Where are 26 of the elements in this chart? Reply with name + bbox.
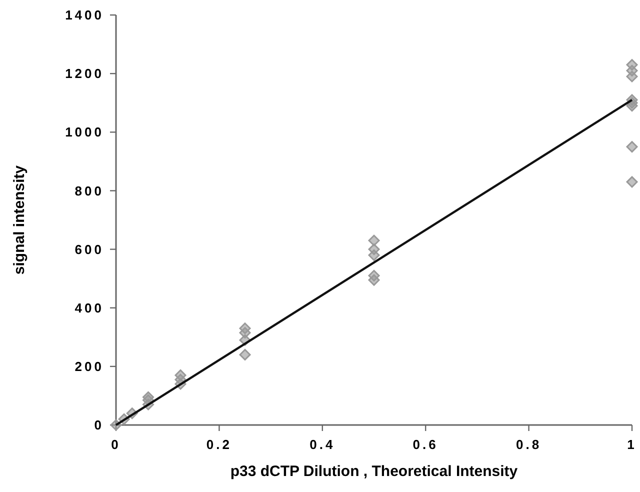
x-tick-label: 0.2	[206, 437, 232, 452]
x-tick-label: 0	[111, 437, 121, 452]
point	[626, 59, 638, 71]
point	[142, 391, 154, 403]
point	[239, 322, 251, 334]
point	[239, 348, 251, 360]
point	[368, 244, 380, 256]
x-axis-title: p33 dCTP Dilution , Theoretical Intensity	[230, 463, 518, 480]
y-tick-label: 0	[94, 418, 104, 433]
y-tick-label: 600	[74, 242, 104, 257]
y-tick-label: 1000	[65, 124, 104, 140]
point	[368, 234, 380, 246]
y-tick-label: 400	[74, 300, 104, 316]
point	[626, 141, 638, 153]
y-tick-label: 200	[74, 358, 104, 374]
point	[174, 369, 186, 381]
y-tick-label: 800	[74, 183, 104, 198]
x-tick-label: 1	[627, 437, 637, 452]
point	[368, 270, 380, 282]
y-axis-title: signal intensity	[11, 164, 28, 275]
point	[626, 176, 638, 188]
x-tick-label: 0.8	[516, 437, 542, 452]
y-tick-label: 1200	[65, 66, 104, 82]
x-tick-label: 0.6	[412, 437, 438, 452]
y-tick-label: 1400	[65, 8, 104, 23]
x-tick-label: 0.4	[310, 437, 336, 452]
